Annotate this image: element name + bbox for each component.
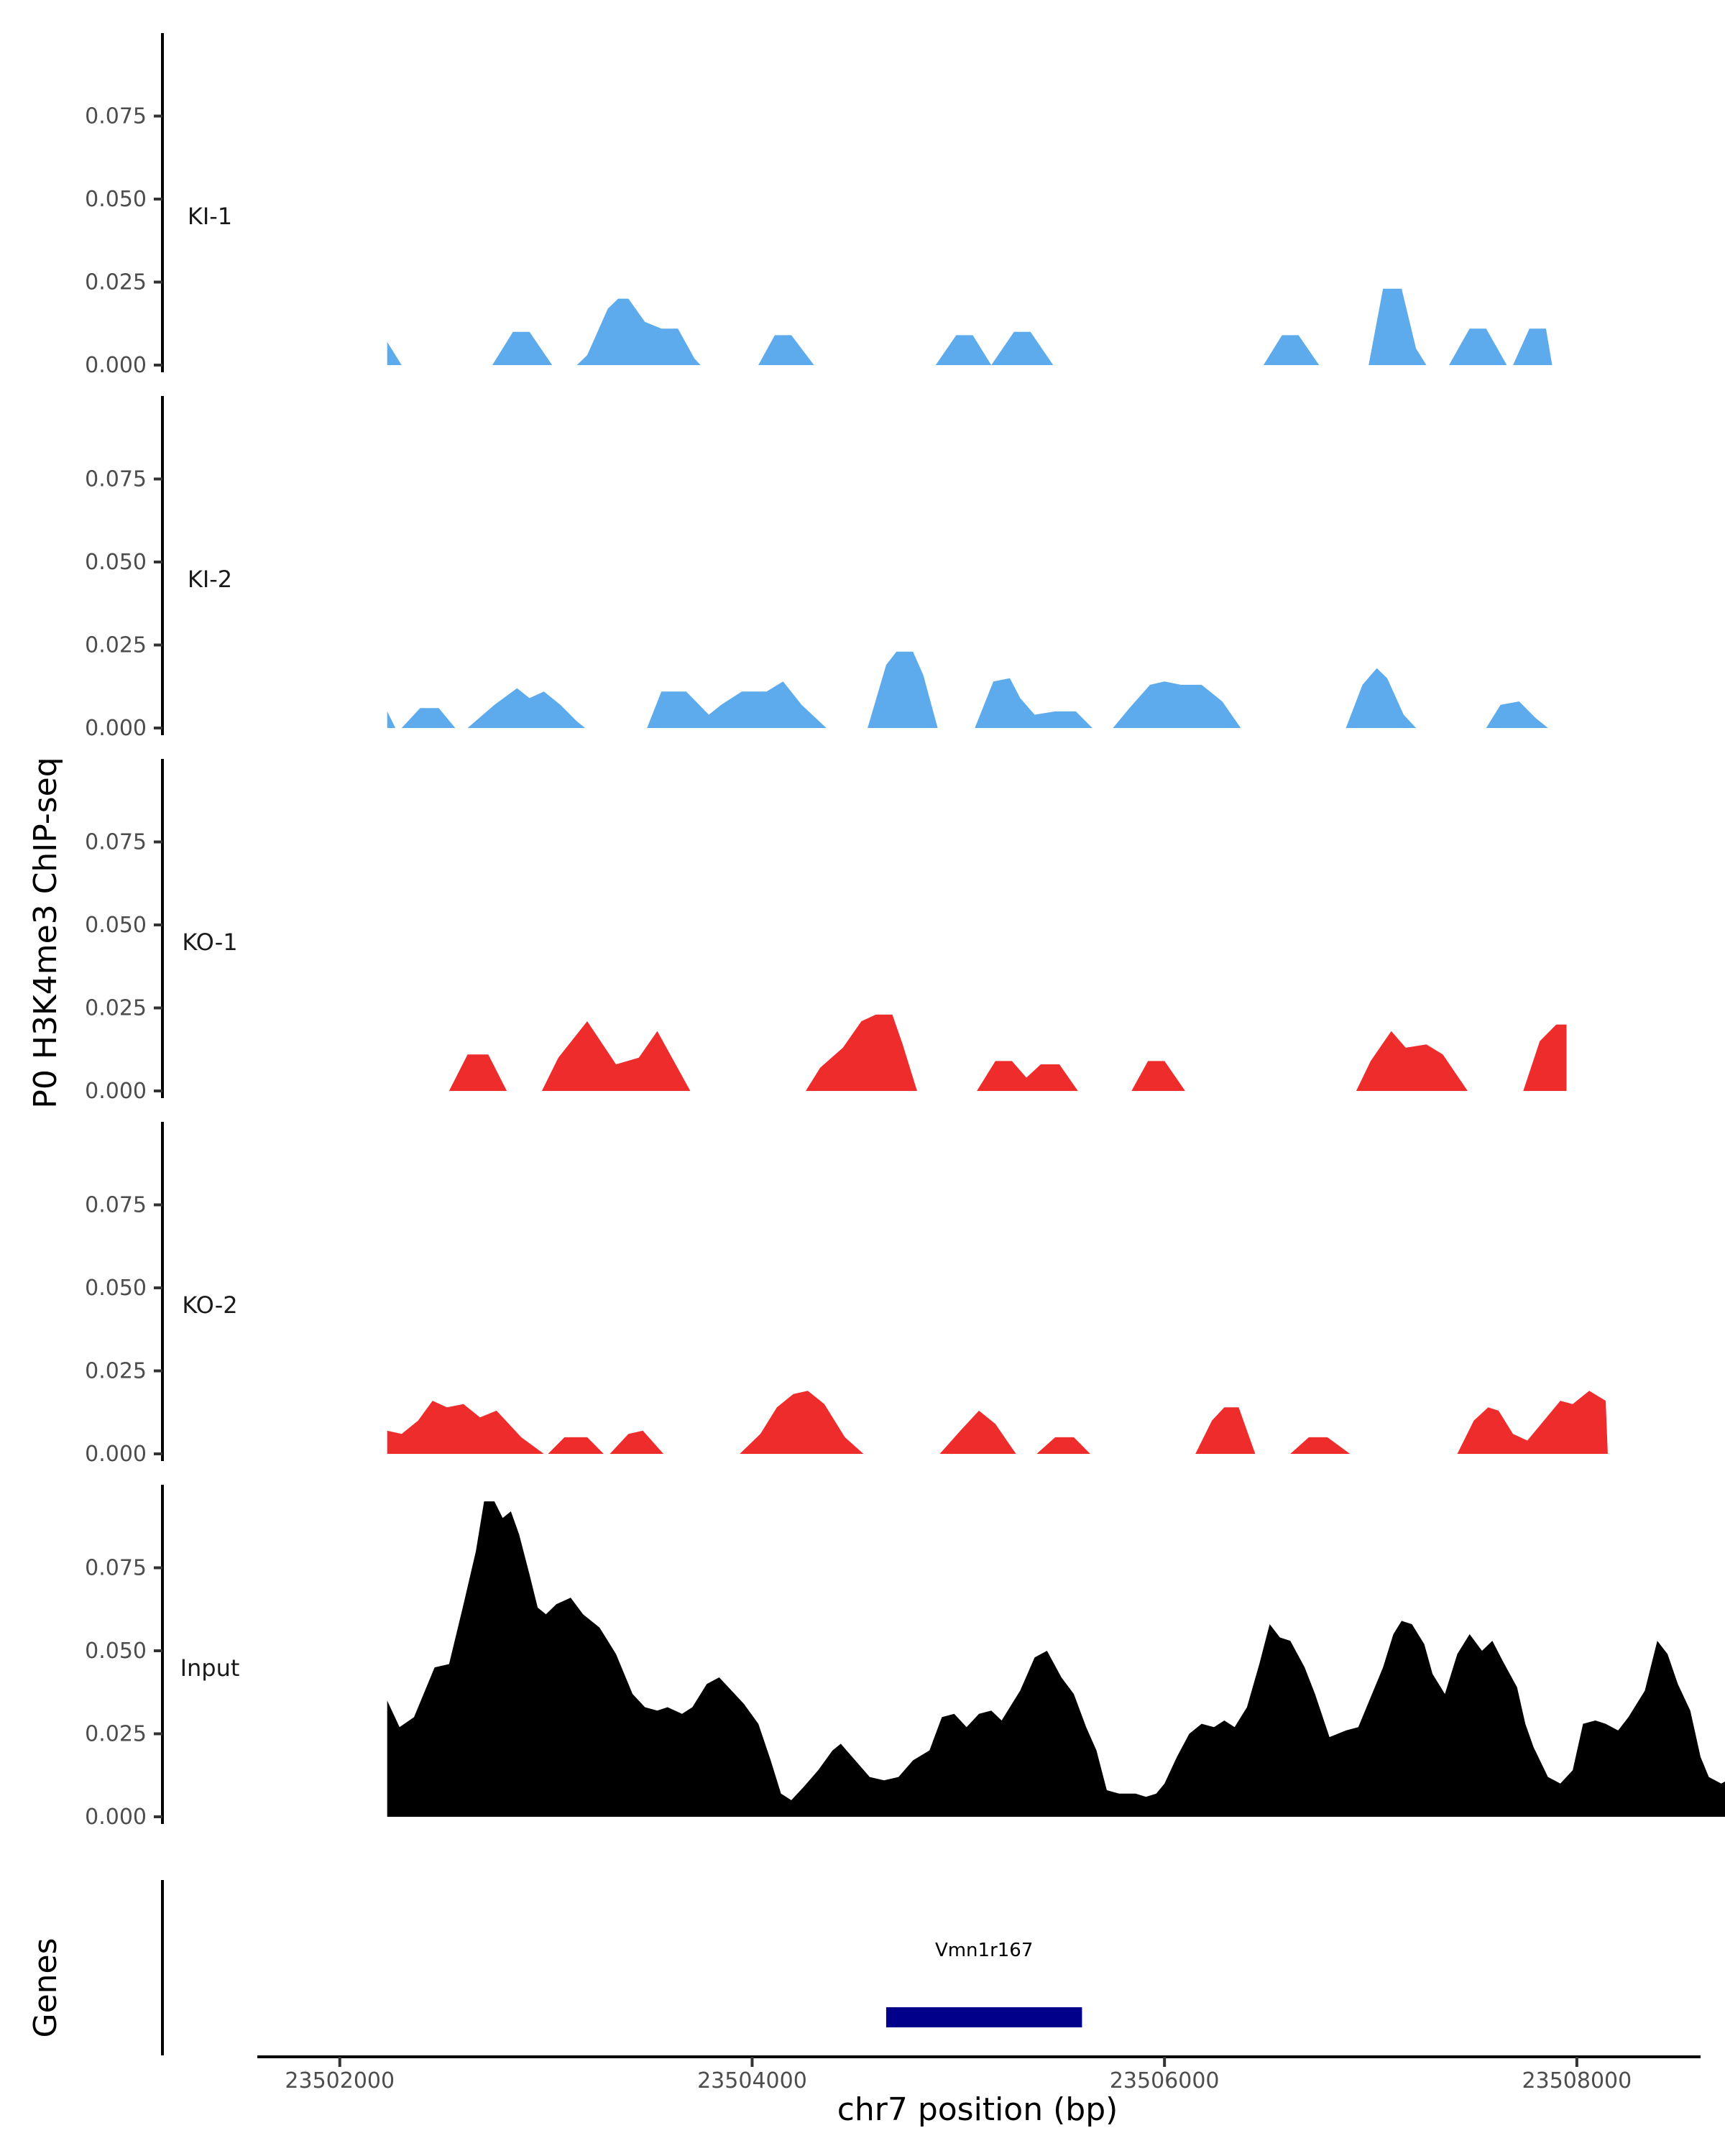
area-input xyxy=(387,1501,1725,1817)
y-tick-label-input-2: 0.050 xyxy=(85,1639,147,1664)
y-tick-label-ko-1-3: 0.075 xyxy=(85,830,147,855)
track-label-ko-2: KO-2 xyxy=(182,1291,237,1319)
area-ko-2 xyxy=(387,1391,1608,1454)
y-tick-label-ko-2-3: 0.075 xyxy=(85,1193,147,1218)
y-tick-label-ko-2-0: 0.000 xyxy=(85,1442,147,1467)
x-axis-title: chr7 position (bp) xyxy=(837,2091,1118,2128)
gene-bar-vmn1r167 xyxy=(886,2007,1082,2027)
y-axis-title: P0 H3K4me3 ChIP-seq xyxy=(27,757,64,1108)
y-tick-label-input-3: 0.075 xyxy=(85,1556,147,1581)
y-tick-label-ki-2-1: 0.025 xyxy=(85,633,147,658)
y-tick-label-ki-2-3: 0.075 xyxy=(85,467,147,492)
track-panel-ki-2: 0.000 0.025 0.050 0.075 KI-2 xyxy=(85,396,1548,741)
y-tick-label-ki-1-3: 0.075 xyxy=(85,104,147,129)
y-tick-label-input-0: 0.000 xyxy=(85,1805,147,1830)
y-tick-label-ki-2-2: 0.050 xyxy=(85,550,147,575)
gene-label: Vmn1r167 xyxy=(935,1940,1033,1961)
track-label-ko-1: KO-1 xyxy=(182,929,237,956)
y-tick-label-ki-1-1: 0.025 xyxy=(85,270,147,295)
y-tick-label-ki-2-0: 0.000 xyxy=(85,716,147,741)
y-tick-label-ko-2-2: 0.050 xyxy=(85,1276,147,1301)
track-label-ki-1: KI-1 xyxy=(188,203,232,230)
y-tick-label-ko-1-2: 0.050 xyxy=(85,913,147,938)
y-tick-label-ki-1-0: 0.000 xyxy=(85,353,147,378)
y-tick-label-ki-1-2: 0.050 xyxy=(85,187,147,212)
track-panel-ko-2: 0.000 0.025 0.050 0.075 KO-2 xyxy=(85,1122,1608,1467)
track-label-ki-2: KI-2 xyxy=(188,566,232,593)
area-ki-2 xyxy=(387,651,1548,728)
y-tick-label-ko-1-0: 0.000 xyxy=(85,1079,147,1104)
area-ko-1 xyxy=(387,1014,1567,1091)
track-panel-input: 0.000 0.025 0.050 0.075 Input xyxy=(85,1485,1725,1830)
x-axis: chr7 position (bp) 23502000 23504000 23506… xyxy=(257,2055,1701,2128)
track-label-input: Input xyxy=(180,1654,240,1682)
x-tick-label-3: 23508000 xyxy=(1522,2068,1632,2093)
tracks-layer: 0.0000.0250.0500.075KI-10.0000.0250.0500… xyxy=(85,33,1725,1830)
genes-panel: Vmn1r167 Genes xyxy=(27,1880,1082,2055)
x-tick-label-0: 23502000 xyxy=(285,2068,395,2093)
x-tick-label-2: 23506000 xyxy=(1110,2068,1220,2093)
y-tick-label-ko-1-1: 0.025 xyxy=(85,996,147,1021)
x-tick-label-1: 23504000 xyxy=(697,2068,807,2093)
track-panel-ki-1: 0.000 0.025 0.050 0.075 KI-1 xyxy=(85,33,1552,378)
y-tick-label-input-1: 0.025 xyxy=(85,1722,147,1747)
track-panel-ko-1: 0.000 0.025 0.050 0.075 KO-1 xyxy=(85,759,1567,1104)
y-tick-label-ko-2-1: 0.025 xyxy=(85,1359,147,1384)
area-ki-1 xyxy=(387,288,1552,365)
genes-panel-title: Genes xyxy=(27,1938,64,2037)
